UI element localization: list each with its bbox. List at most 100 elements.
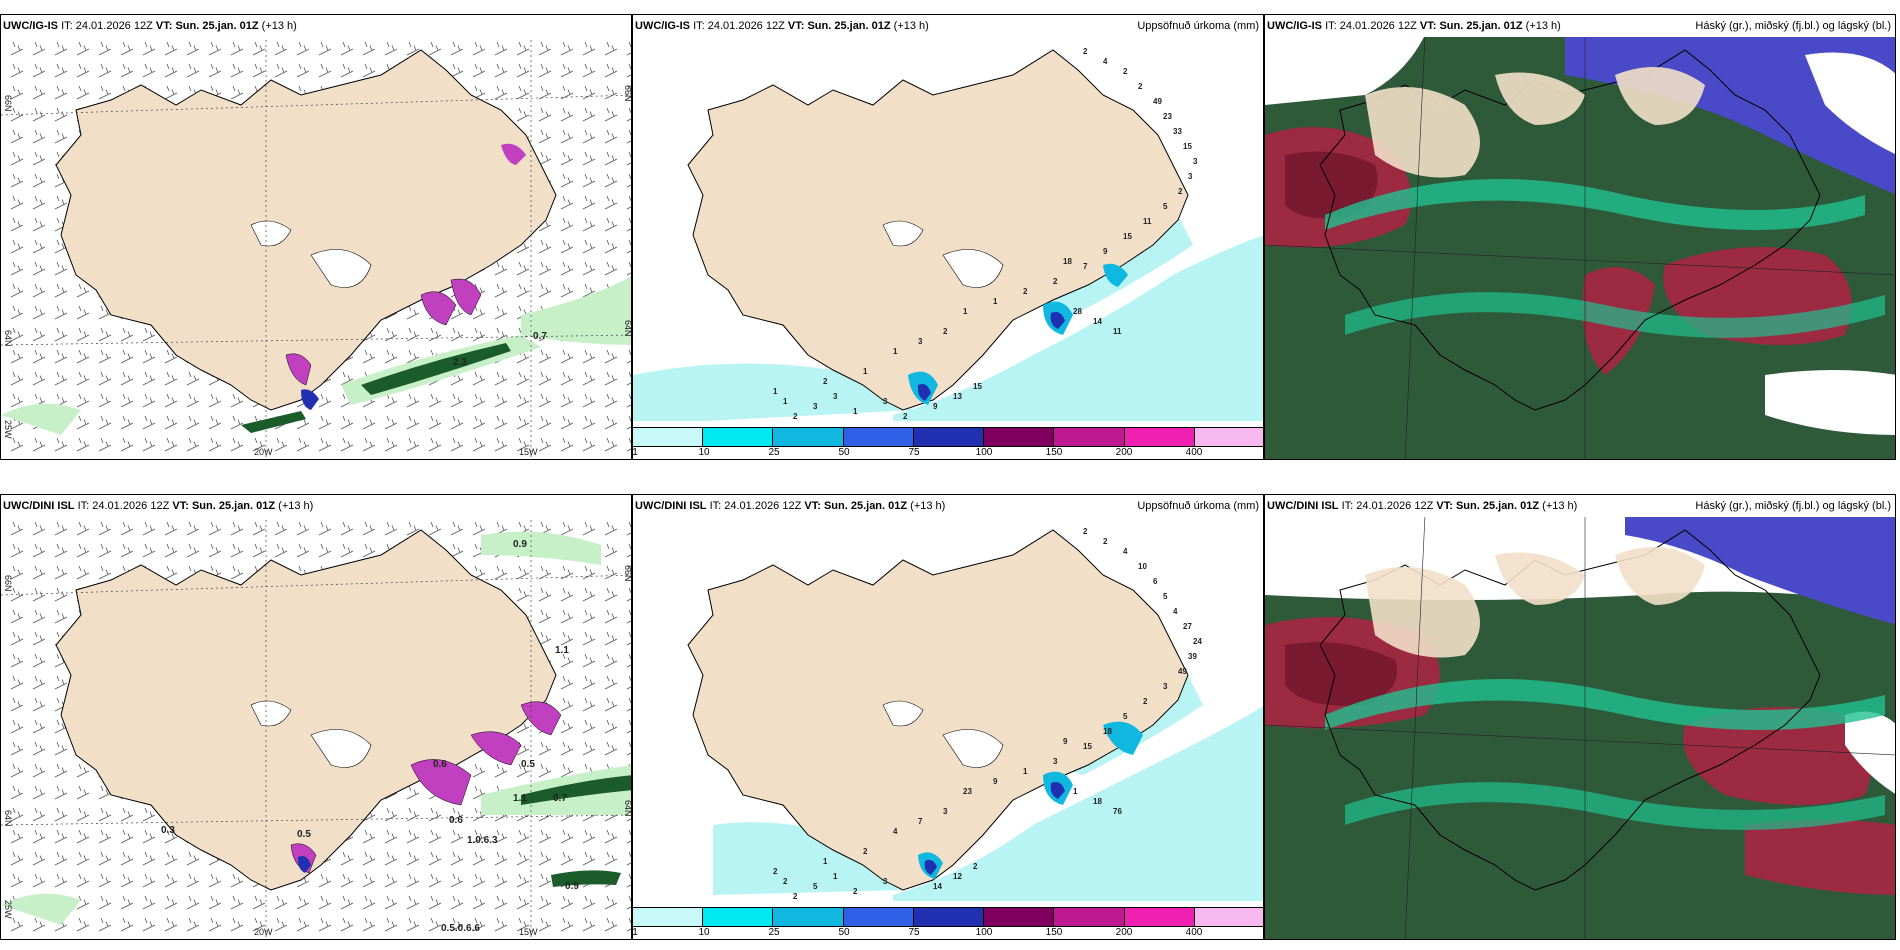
it-label: IT: [1341, 500, 1354, 512]
wind-barb [406, 873, 420, 888]
it-value: 24.01.2026 12Z [724, 500, 802, 512]
wind-barb [538, 283, 552, 298]
wind-barb [406, 917, 420, 932]
precip-value: 3 [1188, 172, 1193, 181]
lat-label: 64N [623, 800, 632, 817]
wind-barb [494, 437, 508, 452]
wind-barb [54, 741, 68, 756]
wind-barb [582, 917, 596, 932]
wind-barb [582, 631, 596, 646]
it-label: IT: [709, 500, 722, 512]
wind-barb [230, 565, 244, 580]
wind-barb [340, 543, 354, 558]
wind-barb [428, 393, 442, 408]
scale-label: 75 [908, 447, 920, 458]
wind-barb [626, 873, 631, 888]
wind-barb [10, 437, 24, 452]
wind-barb [560, 741, 574, 756]
wind-barb [582, 851, 596, 866]
scale-label: 25 [768, 447, 780, 458]
wind-barb [626, 697, 631, 712]
color-swatch [773, 908, 844, 926]
wind-barb [538, 917, 552, 932]
wind-barb [494, 393, 508, 408]
wind-barb [186, 41, 200, 56]
wind-barb [604, 895, 618, 910]
wind-barb [230, 415, 244, 430]
wind-barb [318, 41, 332, 56]
wind-barb [208, 521, 222, 536]
wind-barb [98, 521, 112, 536]
wind-barb [560, 895, 574, 910]
scale-label: 150 [1045, 927, 1063, 938]
wind-barb [76, 283, 90, 298]
wind-barb [32, 631, 46, 646]
wind-barb [54, 785, 68, 800]
map-panel-clouds-dini[interactable]: UWC/DINI ISL IT: 24.01.2026 12Z VT: Sun.… [1264, 494, 1896, 940]
iceland-land [687, 529, 1189, 891]
wind-barb [560, 217, 574, 232]
precip-value: 15 [1183, 142, 1192, 151]
wind-barb [494, 763, 508, 778]
map-title: Háský (gr.), miðský (fj.bl.) og lágský (… [1695, 500, 1891, 512]
wind-barb [274, 63, 288, 78]
wind-barb [54, 41, 68, 56]
precip-value: 2 [1143, 697, 1148, 706]
map-panel-wind-igis[interactable]: UWC/IG-IS IT: 24.01.2026 12Z VT: Sun. 25… [0, 14, 632, 460]
wind-barb [626, 107, 631, 122]
wind-barb [54, 107, 68, 122]
wind-barb [516, 763, 530, 778]
wind-barb [98, 371, 112, 386]
wind-barb [604, 239, 618, 254]
precip-value: 9 [1063, 737, 1068, 746]
color-swatch [984, 908, 1055, 926]
wind-barb [32, 239, 46, 254]
wind-barb [76, 763, 90, 778]
wind-barb [582, 261, 596, 276]
wind-barb [450, 63, 464, 78]
map-panel-wind-dini[interactable]: UWC/DINI ISL IT: 24.01.2026 12Z VT: Sun.… [0, 494, 632, 940]
lat-label: 64N [3, 810, 13, 827]
color-swatch [1194, 908, 1263, 926]
precip-value: 15 [1083, 742, 1092, 751]
precip-value: 18 [1063, 257, 1072, 266]
wind-barb [274, 437, 288, 452]
map-panel-precip-dini[interactable]: UWC/DINI ISL IT: 24.01.2026 12Z VT: Sun.… [632, 494, 1264, 940]
wind-barb [318, 917, 332, 932]
wind-barb [340, 437, 354, 452]
wind-barb [296, 41, 310, 56]
wind-barb [582, 675, 596, 690]
wind-barb [208, 917, 222, 932]
color-bar [633, 907, 1263, 927]
wind-barb [604, 587, 618, 602]
lead-time: (+13 h) [1525, 20, 1561, 32]
wind-barb [76, 327, 90, 342]
precip-value: 1 [963, 307, 968, 316]
map-panel-clouds-igis[interactable]: UWC/IG-IS IT: 24.01.2026 12Z VT: Sun. 25… [1264, 14, 1896, 460]
wind-barb [406, 437, 420, 452]
precip-value: 49 [1178, 667, 1187, 676]
wind-barb [340, 521, 354, 536]
wind-barb [560, 587, 574, 602]
vt-label: VT: [787, 20, 805, 32]
wind-barb [450, 829, 464, 844]
wind-barb [604, 697, 618, 712]
wind-barb [428, 41, 442, 56]
wind-barb [230, 393, 244, 408]
wind-barb [10, 829, 24, 844]
wind-barb [538, 437, 552, 452]
it-value: 24.01.2026 12Z [1356, 500, 1434, 512]
wind-barb [538, 829, 552, 844]
wind-barb [10, 917, 24, 932]
precip-value: 6 [1153, 577, 1158, 586]
wind-barb [384, 873, 398, 888]
wind-barb [98, 829, 112, 844]
wind-barb [538, 415, 552, 430]
wind-barb [164, 543, 178, 558]
wind-barb [252, 895, 266, 910]
wind-barb [54, 63, 68, 78]
wind-barb [10, 675, 24, 690]
wind-barb [494, 565, 508, 580]
map-panel-precip-igis[interactable]: UWC/IG-IS IT: 24.01.2026 12Z VT: Sun. 25… [632, 14, 1264, 460]
wind-barb [626, 173, 631, 188]
